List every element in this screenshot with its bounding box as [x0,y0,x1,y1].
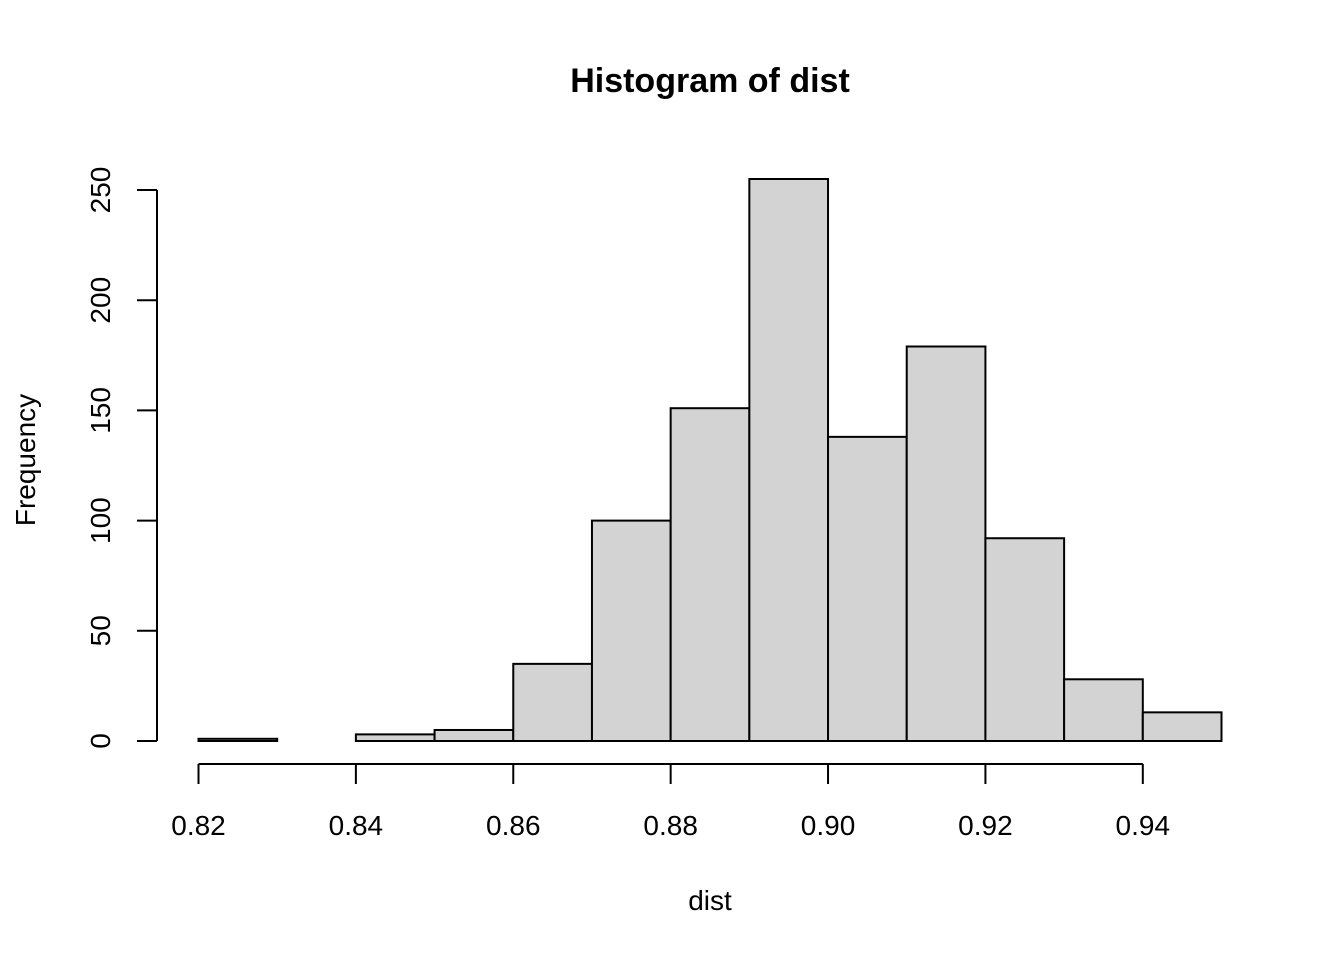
histogram-bar-7 [748,178,830,742]
histogram-bar-10 [984,537,1066,742]
bars-group [197,178,1223,743]
x-tick-label-0: 0.82 [171,810,226,841]
histogram-bar-6 [669,407,751,742]
histogram-bar-11 [1063,678,1144,743]
histogram-bar-3 [433,728,515,743]
chart-title: Histogram of dist [570,62,850,100]
x-tick-label-3: 0.88 [643,810,698,841]
x-axis: 0.82 0.84 0.86 0.88 0.90 0.92 0.94 [171,763,1171,841]
x-tick-label-5: 0.92 [958,810,1013,841]
y-tick-label-3: 150 [85,387,116,434]
y-tick-label-0: 0 [85,733,116,749]
y-tick-label-2: 100 [85,497,116,544]
x-tick-label-2: 0.86 [486,810,541,841]
y-axis-label: Frequency [10,394,41,526]
histogram-bar-9 [905,345,987,742]
x-axis-label: dist [688,885,732,916]
histogram-bar-4 [512,662,593,742]
histogram-bar-2 [354,733,436,743]
x-tick-label-4: 0.90 [801,810,856,841]
y-tick-label-1: 50 [85,615,116,646]
y-tick-label-5: 250 [85,167,116,214]
y-axis: 0 50 100 150 200 250 [85,167,158,749]
histogram-bar-0 [197,737,279,743]
histogram-bar-12 [1141,711,1223,742]
x-tick-label-6: 0.94 [1116,810,1171,841]
y-tick-label-4: 200 [85,277,116,324]
histogram-bar-5 [590,519,672,742]
histogram-bar-8 [827,435,908,742]
x-tick-label-1: 0.84 [329,810,384,841]
